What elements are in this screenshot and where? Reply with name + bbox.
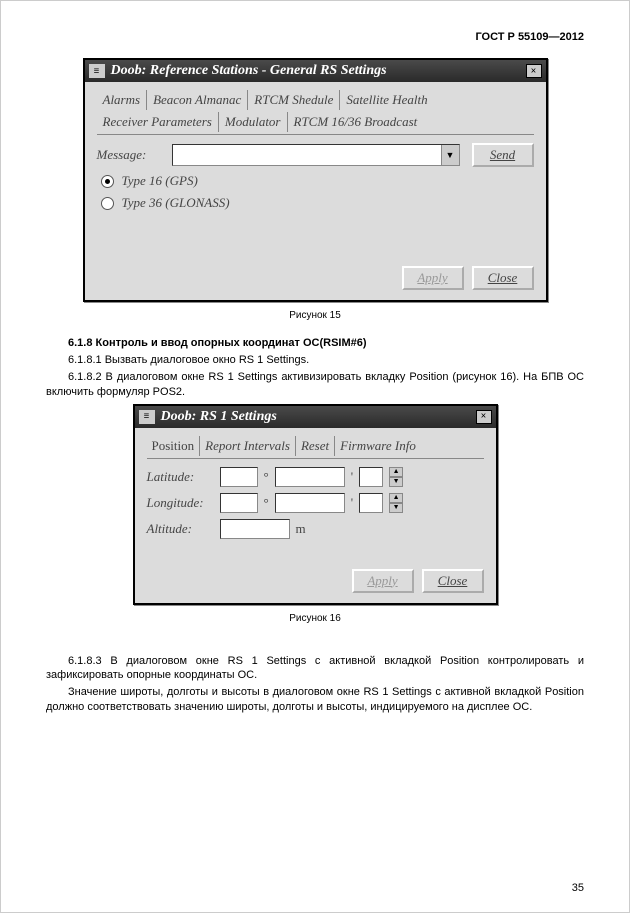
min-unit: ' — [351, 469, 353, 485]
tab-rtcm-shedule[interactable]: RTCM Shedule — [248, 90, 340, 110]
tab-beacon-almanac[interactable]: Beacon Almanac — [147, 90, 248, 110]
longitude-row: Longitude: ° ' ▲ ▼ — [147, 493, 484, 513]
altitude-label: Altitude: — [147, 521, 217, 537]
para-6183: 6.1.8.3 В диалоговом окне RS 1 Settings … — [46, 654, 584, 684]
spin-down-icon[interactable]: ▼ — [389, 477, 403, 487]
lon-deg-input[interactable] — [220, 493, 258, 513]
lon-hemi-input[interactable] — [359, 493, 383, 513]
apply-button[interactable]: Apply — [402, 266, 464, 290]
message-row: Message: ▼ Send — [97, 143, 534, 167]
min-unit: ' — [351, 495, 353, 511]
separator — [97, 134, 534, 135]
window-rs1-settings: ≡ Doob: RS 1 Settings × Position Report … — [133, 404, 498, 605]
spin-down-icon[interactable]: ▼ — [389, 503, 403, 513]
alt-input[interactable] — [220, 519, 290, 539]
lat-deg-input[interactable] — [220, 467, 258, 487]
tabs2: Position Report Intervals Reset Firmware… — [147, 436, 484, 456]
window-general-rs-settings: ≡ Doob: Reference Stations - General RS … — [83, 58, 548, 302]
titlebar-2: ≡ Doob: RS 1 Settings × — [135, 406, 496, 428]
apply-button-2[interactable]: Apply — [352, 569, 414, 593]
lon-spin[interactable]: ▲ ▼ — [389, 493, 403, 513]
close-icon[interactable]: × — [526, 64, 542, 78]
button-row: Apply Close — [97, 266, 534, 290]
tab-firmware-info[interactable]: Firmware Info — [335, 436, 421, 456]
tab-position[interactable]: Position — [147, 436, 201, 456]
spin-up-icon[interactable]: ▲ — [389, 467, 403, 477]
close-button[interactable]: Close — [472, 266, 534, 290]
doc-header: ГОСТ Р 55109—2012 — [46, 31, 584, 43]
radio-type36[interactable] — [101, 197, 114, 210]
separator-2 — [147, 458, 484, 459]
tab-modulator[interactable]: Modulator — [219, 112, 288, 132]
alt-unit: m — [296, 521, 306, 537]
tab-rtcm-broadcast[interactable]: RTCM 16/36 Broadcast — [288, 112, 424, 132]
page-number: 35 — [572, 882, 584, 894]
system-menu-icon[interactable]: ≡ — [89, 64, 105, 78]
deg-unit: ° — [264, 469, 269, 485]
window2-title: Doob: RS 1 Settings — [161, 409, 476, 425]
window-title: Doob: Reference Stations - General RS Se… — [111, 63, 526, 79]
close-button-2[interactable]: Close — [422, 569, 484, 593]
lat-hemi-input[interactable] — [359, 467, 383, 487]
spin-up-icon[interactable]: ▲ — [389, 493, 403, 503]
radio-type36-row[interactable]: Type 36 (GLONASS) — [101, 195, 534, 211]
lon-min-input[interactable] — [275, 493, 345, 513]
button-row-2: Apply Close — [147, 569, 484, 593]
lat-min-input[interactable] — [275, 467, 345, 487]
client-area: Alarms Beacon Almanac RTCM Shedule Satel… — [85, 82, 546, 300]
message-label: Message: — [97, 147, 172, 163]
figure-caption-15: Рисунок 15 — [46, 310, 584, 321]
longitude-label: Longitude: — [147, 495, 217, 511]
para-6182: 6.1.8.2 В диалоговом окне RS 1 Settings … — [46, 370, 584, 400]
page: ГОСТ Р 55109—2012 ≡ Doob: Reference Stat… — [0, 0, 630, 913]
radio-dot — [105, 179, 110, 184]
altitude-row: Altitude: m — [147, 519, 484, 539]
radio-type16-row[interactable]: Type 16 (GPS) — [101, 173, 534, 189]
radio-type16[interactable] — [101, 175, 114, 188]
para-last: Значение широты, долготы и высоты в диал… — [46, 685, 584, 715]
tab-satellite-health[interactable]: Satellite Health — [340, 90, 433, 110]
titlebar: ≡ Doob: Reference Stations - General RS … — [85, 60, 546, 82]
message-combo[interactable]: ▼ — [172, 144, 460, 166]
para-6181: 6.1.8.1 Вызвать диалоговое окно RS 1 Set… — [46, 353, 584, 368]
tab-alarms[interactable]: Alarms — [97, 90, 148, 110]
latitude-label: Latitude: — [147, 469, 217, 485]
radio-type36-label: Type 36 (GLONASS) — [122, 195, 230, 211]
radio-type16-label: Type 16 (GPS) — [122, 173, 198, 189]
figure-caption-16: Рисунок 16 — [46, 613, 584, 624]
tab-reset[interactable]: Reset — [296, 436, 335, 456]
latitude-row: Latitude: ° ' ▲ ▼ — [147, 467, 484, 487]
close-icon[interactable]: × — [476, 410, 492, 424]
tabs-row-1: Alarms Beacon Almanac RTCM Shedule Satel… — [97, 90, 534, 110]
system-menu-icon[interactable]: ≡ — [139, 410, 155, 424]
deg-unit: ° — [264, 495, 269, 511]
section-heading: 6.1.8 Контроль и ввод опорных координат … — [46, 337, 584, 349]
tabs-row-2: Receiver Parameters Modulator RTCM 16/36… — [97, 112, 534, 132]
lat-spin[interactable]: ▲ ▼ — [389, 467, 403, 487]
tab-receiver-parameters[interactable]: Receiver Parameters — [97, 112, 219, 132]
tab-report-intervals[interactable]: Report Intervals — [200, 436, 296, 456]
send-button[interactable]: Send — [472, 143, 534, 167]
client-area-2: Position Report Intervals Reset Firmware… — [135, 428, 496, 603]
chevron-down-icon[interactable]: ▼ — [441, 145, 459, 165]
